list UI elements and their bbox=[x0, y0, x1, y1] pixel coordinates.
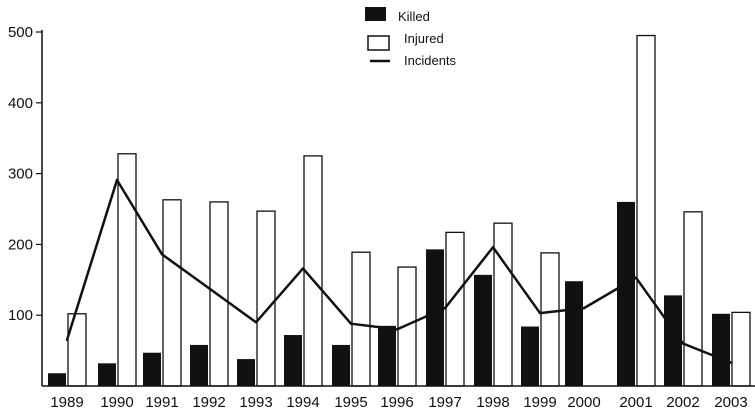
x-tick-label-1999: 1999 bbox=[523, 394, 556, 411]
killed-bar-1999 bbox=[521, 326, 539, 386]
injured-bar-1998 bbox=[493, 222, 513, 387]
incidents-point-1998 bbox=[491, 246, 495, 249]
killed-bar-1998 bbox=[474, 274, 492, 386]
killed-bar-1991 bbox=[143, 352, 161, 386]
killed-bar-1993 bbox=[237, 359, 255, 386]
incidents-point-2001 bbox=[634, 276, 638, 279]
killed-bar-1995 bbox=[332, 344, 350, 386]
x-tick-label-1992: 1992 bbox=[192, 394, 225, 411]
killed-bar-2000 bbox=[565, 281, 583, 386]
injured-bar-1992 bbox=[209, 201, 229, 387]
x-tick-label-1998: 1998 bbox=[476, 394, 509, 411]
x-tick-label-2002: 2002 bbox=[666, 394, 699, 411]
incidents-point-1997 bbox=[443, 306, 447, 310]
killed-bar-1997 bbox=[426, 249, 444, 386]
x-tick-label-1997: 1997 bbox=[428, 394, 461, 411]
x-tick-label-1990: 1990 bbox=[100, 394, 133, 411]
x-tick-labels: 1989 1990 1991 1992 1993 1994 1995 1996 1997 1998… bbox=[50, 394, 747, 411]
killed-bar-1992 bbox=[190, 344, 208, 386]
incidents-point-1996 bbox=[395, 328, 399, 331]
legend-label-incidents: Incidents bbox=[404, 53, 457, 68]
y-tick-label-100: 100 bbox=[8, 307, 33, 324]
incidents-point-1999 bbox=[538, 311, 542, 315]
x-tick-label-2000: 2000 bbox=[567, 394, 600, 411]
incidents-point-2002 bbox=[681, 342, 685, 345]
x-tick-label-2001: 2001 bbox=[619, 394, 652, 411]
injured-bar-1991 bbox=[162, 199, 182, 387]
legend: Killed Injured Incidents bbox=[365, 7, 457, 68]
injured-bar-2001 bbox=[636, 34, 656, 387]
y-tick-label-400: 400 bbox=[8, 95, 33, 112]
injured-bar-2003 bbox=[731, 311, 751, 387]
x-tick-label-1995: 1995 bbox=[334, 394, 367, 411]
x-tick-label-1989: 1989 bbox=[50, 394, 83, 411]
axes bbox=[41, 30, 755, 387]
y-tick-label-300: 300 bbox=[8, 166, 33, 183]
x-tick-label-1994: 1994 bbox=[286, 394, 319, 411]
incidents-point-1990 bbox=[115, 178, 119, 182]
injured-bar-1997 bbox=[445, 231, 465, 387]
injured-bar-1990 bbox=[117, 153, 137, 387]
x-tick-label-1996: 1996 bbox=[380, 394, 413, 411]
legend-label-injured: Injured bbox=[404, 31, 444, 46]
y-tick-label-200: 200 bbox=[8, 236, 33, 253]
incidents-point-2000 bbox=[582, 306, 586, 310]
x-tick-label-1991: 1991 bbox=[145, 394, 178, 411]
incidents-point-1994 bbox=[301, 267, 305, 270]
killed-bar-1994 bbox=[284, 335, 302, 386]
killed-bar-2003 bbox=[712, 313, 730, 386]
incidents-point-1995 bbox=[349, 322, 353, 325]
injured-bar-1993 bbox=[256, 210, 276, 387]
killed-bar-1996 bbox=[378, 325, 396, 386]
x-tick-label-2003: 2003 bbox=[714, 394, 747, 411]
injured-bar-1999 bbox=[540, 252, 560, 387]
killed-bars bbox=[48, 201, 730, 386]
legend-swatch-injured bbox=[367, 35, 390, 51]
y-tick-label-500: 500 bbox=[8, 24, 33, 41]
killed-bar-1989 bbox=[48, 373, 66, 386]
killed-bar-1990 bbox=[98, 363, 116, 386]
incidents-line-layer bbox=[65, 178, 733, 364]
y-tick-labels: 100 200 300 400 500 bbox=[8, 24, 42, 324]
incidents-point-1991 bbox=[160, 253, 164, 256]
incidents-point-1992 bbox=[207, 287, 211, 290]
incidents-point-1993 bbox=[254, 321, 258, 324]
injured-bars bbox=[67, 34, 751, 387]
x-tick-label-1993: 1993 bbox=[239, 394, 272, 411]
incidents-point-2003 bbox=[729, 361, 733, 364]
legend-swatch-killed bbox=[365, 7, 386, 21]
legend-label-killed: Killed bbox=[398, 9, 430, 24]
injured-bar-2002 bbox=[683, 211, 703, 387]
injured-bar-1995 bbox=[351, 251, 371, 387]
killed-bar-2002 bbox=[664, 295, 682, 386]
incidents-point-1989 bbox=[65, 338, 69, 342]
killed-bar-2001 bbox=[617, 201, 635, 386]
